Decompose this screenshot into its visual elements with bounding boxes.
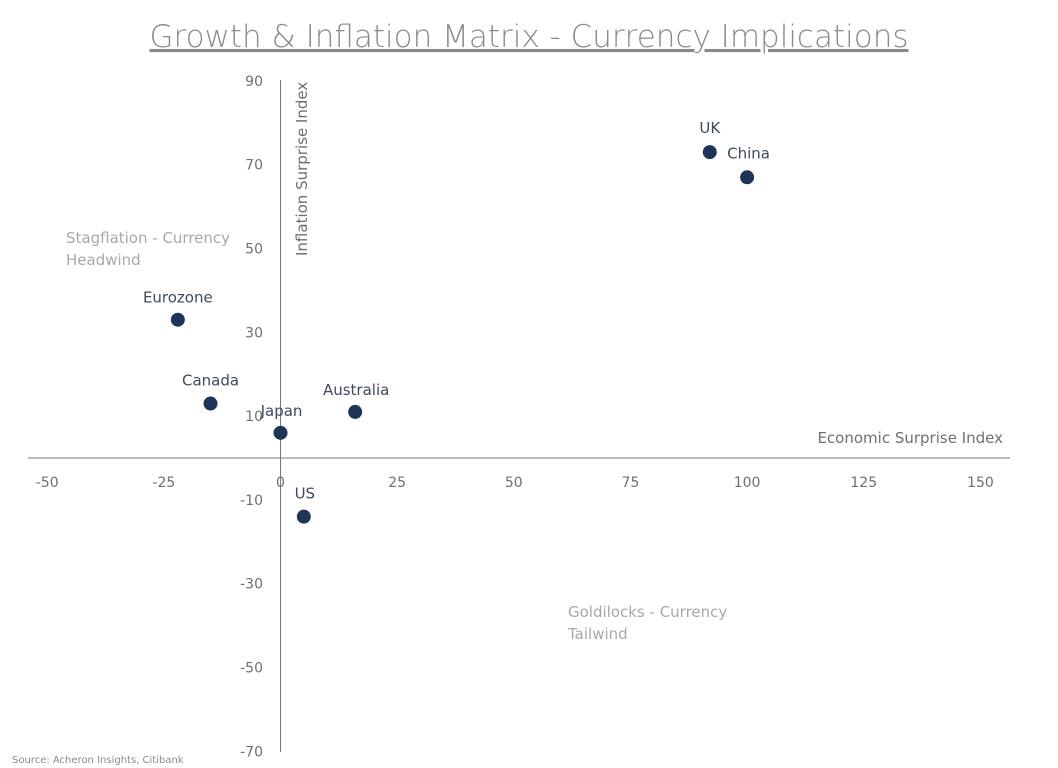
- data-point: Australia: [323, 381, 389, 419]
- data-point: China: [727, 144, 770, 185]
- annotation-line: Stagflation - Currency: [66, 229, 230, 247]
- point-label: China: [727, 144, 770, 162]
- data-point: Canada: [182, 372, 239, 411]
- point-marker: [170, 312, 185, 327]
- x-axis-label: Economic Surprise Index: [817, 429, 1003, 447]
- point-marker: [740, 170, 755, 185]
- x-tick-label: 0: [276, 475, 285, 491]
- y-tick-label: -70: [240, 744, 263, 760]
- axes: [28, 80, 1010, 752]
- point-label: Canada: [182, 372, 239, 390]
- data-point: UK: [699, 119, 721, 160]
- point-label: US: [295, 485, 316, 503]
- point-marker: [203, 396, 218, 411]
- annotation-line: Headwind: [66, 251, 141, 269]
- x-tick-label: 150: [967, 475, 994, 491]
- y-tick-label: 30: [245, 325, 263, 341]
- data-point: Japan: [260, 402, 303, 440]
- y-tick-label: -50: [240, 661, 263, 677]
- point-marker: [273, 425, 288, 440]
- stagflation-annotation: Stagflation - Currency Headwind: [66, 229, 230, 269]
- annotation-line: Tailwind: [567, 625, 628, 643]
- x-tick-label: 100: [734, 475, 761, 491]
- point-marker: [348, 404, 363, 419]
- x-tick-label: 25: [388, 475, 406, 491]
- point-label: Australia: [323, 381, 389, 399]
- source-note: Source: Acheron Insights, Citibank: [12, 755, 184, 766]
- point-marker: [296, 509, 311, 524]
- x-tick-label: 75: [622, 475, 640, 491]
- x-tick-label: -50: [36, 475, 59, 491]
- point-marker: [702, 145, 717, 160]
- x-tick-label: 125: [850, 475, 877, 491]
- y-tick-labels: 90 70 50 30 10 -10 -30 -50 -70: [240, 74, 263, 760]
- x-tick-label: 50: [505, 475, 523, 491]
- data-points: UK China Eurozone Canada Australia Japan US: [143, 119, 770, 524]
- y-tick-label: 90: [245, 74, 263, 90]
- x-tick-labels: -50 -25 0 25 50 75 100 125 150: [36, 475, 994, 491]
- y-tick-label: -10: [240, 493, 263, 509]
- point-label: Japan: [260, 402, 303, 420]
- point-label: Eurozone: [143, 289, 213, 307]
- annotation-line: Goldilocks - Currency: [568, 603, 727, 621]
- data-point: US: [295, 485, 316, 524]
- x-tick-label: -25: [152, 475, 175, 491]
- chart-title: Growth & Inflation Matrix - Currency Imp…: [149, 19, 908, 55]
- y-tick-label: 10: [245, 409, 263, 425]
- y-axis-label: Inflation Surprise Index: [293, 82, 311, 256]
- point-label: UK: [699, 119, 721, 137]
- y-tick-label: 70: [245, 158, 263, 174]
- y-tick-label: 50: [245, 242, 263, 258]
- data-point: Eurozone: [143, 289, 213, 327]
- goldilocks-annotation: Goldilocks - Currency Tailwind: [567, 603, 727, 643]
- y-tick-label: -30: [240, 577, 263, 593]
